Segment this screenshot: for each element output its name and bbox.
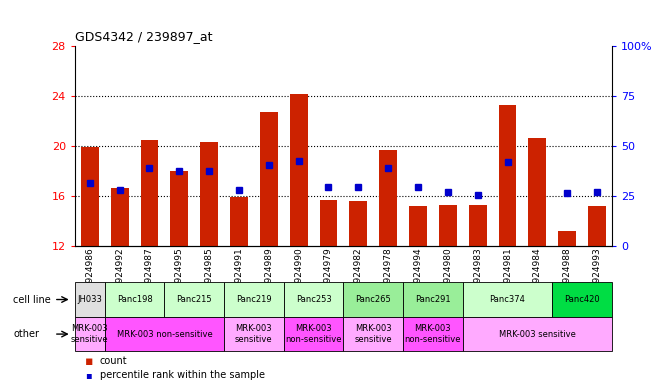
Text: Panc198: Panc198: [117, 295, 152, 304]
Text: Panc265: Panc265: [355, 295, 391, 304]
Bar: [75, 282, 105, 317]
Bar: [552, 282, 612, 317]
Bar: [403, 317, 463, 351]
Bar: [224, 282, 284, 317]
Bar: [344, 282, 403, 317]
Bar: [439, 205, 457, 246]
Bar: [409, 206, 427, 246]
Text: Panc253: Panc253: [296, 295, 331, 304]
Text: Panc420: Panc420: [564, 295, 600, 304]
Text: JH033: JH033: [77, 295, 102, 304]
Bar: [588, 206, 606, 246]
Text: ▪: ▪: [85, 370, 91, 381]
Text: percentile rank within the sample: percentile rank within the sample: [100, 370, 264, 381]
Bar: [171, 171, 188, 246]
Bar: [111, 188, 129, 246]
Bar: [224, 317, 284, 351]
Bar: [499, 105, 516, 246]
Bar: [290, 94, 307, 246]
Bar: [469, 205, 486, 246]
Bar: [141, 140, 158, 246]
Text: MRK-003 non-sensitive: MRK-003 non-sensitive: [117, 329, 212, 339]
Text: Panc219: Panc219: [236, 295, 271, 304]
Text: cell line: cell line: [14, 295, 51, 305]
Text: MRK-003
non-sensitive: MRK-003 non-sensitive: [285, 324, 342, 344]
Bar: [284, 282, 344, 317]
Bar: [320, 200, 337, 246]
Text: GDS4342 / 239897_at: GDS4342 / 239897_at: [75, 30, 212, 43]
Bar: [529, 138, 546, 246]
Text: MRK-003
sensitive: MRK-003 sensitive: [235, 324, 273, 344]
Text: other: other: [14, 329, 40, 339]
Bar: [164, 282, 224, 317]
Bar: [81, 147, 99, 246]
Bar: [201, 142, 218, 246]
Bar: [344, 317, 403, 351]
Bar: [558, 231, 576, 246]
Text: Panc215: Panc215: [176, 295, 212, 304]
Text: Panc374: Panc374: [490, 295, 525, 304]
Bar: [75, 317, 105, 351]
Text: MRK-003
non-sensitive: MRK-003 non-sensitive: [405, 324, 461, 344]
Text: MRK-003
sensitive: MRK-003 sensitive: [71, 324, 109, 344]
Bar: [230, 197, 248, 246]
Bar: [403, 282, 463, 317]
Bar: [350, 201, 367, 246]
Bar: [105, 317, 224, 351]
Text: MRK-003
sensitive: MRK-003 sensitive: [354, 324, 392, 344]
Bar: [463, 317, 612, 351]
Text: Panc291: Panc291: [415, 295, 450, 304]
Bar: [105, 282, 164, 317]
Text: count: count: [100, 356, 127, 366]
Bar: [260, 112, 278, 246]
Bar: [379, 150, 397, 246]
Bar: [463, 282, 552, 317]
Bar: [284, 317, 344, 351]
Text: ▪: ▪: [85, 355, 93, 367]
Text: MRK-003 sensitive: MRK-003 sensitive: [499, 329, 575, 339]
